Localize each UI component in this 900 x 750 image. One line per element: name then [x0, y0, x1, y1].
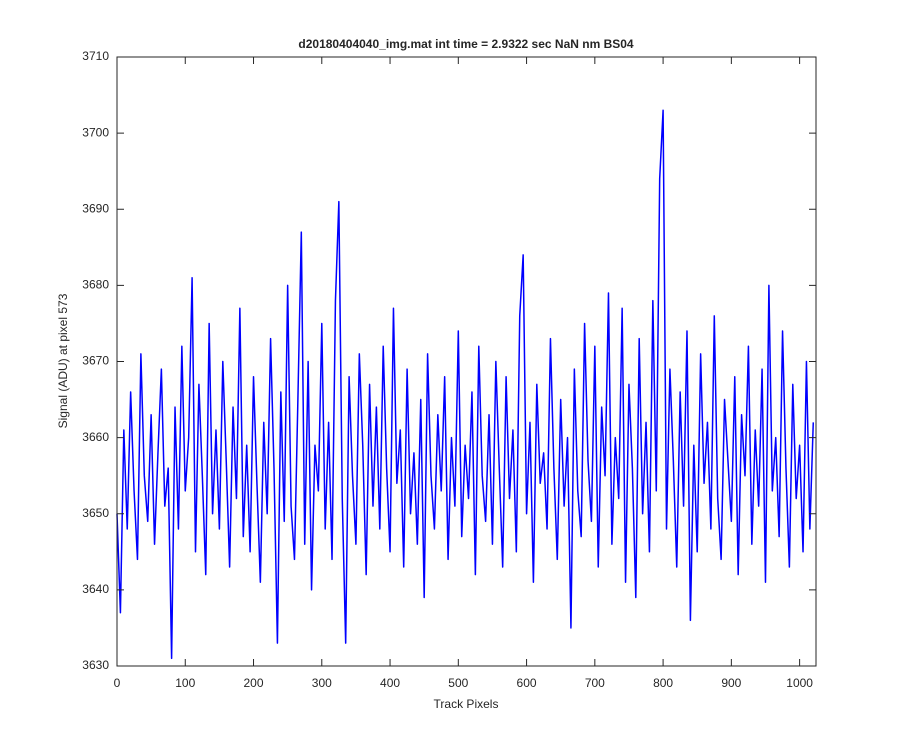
x-tick-label: 600 [517, 676, 537, 690]
x-tick-label: 400 [380, 676, 400, 690]
x-axis-label: Track Pixels [434, 697, 499, 711]
x-tick-label: 1000 [786, 676, 813, 690]
data-line [116, 109, 815, 660]
y-tick-label: 3680 [82, 278, 109, 292]
y-tick-label: 3630 [82, 658, 109, 672]
y-axis-label: Signal (ADU) at pixel 573 [56, 293, 70, 428]
chart-title: d20180404040_img.mat int time = 2.9322 s… [298, 37, 634, 51]
x-tick-label: 300 [312, 676, 332, 690]
x-tick-label: 900 [721, 676, 741, 690]
x-tick-label: 200 [244, 676, 264, 690]
y-tick-label: 3700 [82, 125, 109, 139]
y-tick-label: 3690 [82, 201, 109, 215]
y-tick-label: 3710 [82, 49, 109, 63]
x-tick-label: 500 [448, 676, 468, 690]
y-tick-label: 3650 [82, 506, 109, 520]
x-tick-label: 0 [114, 676, 121, 690]
y-tick-label: 3670 [82, 354, 109, 368]
x-tick-label: 700 [585, 676, 605, 690]
y-tick-label: 3640 [82, 582, 109, 596]
x-tick-label: 100 [175, 676, 195, 690]
y-tick-label: 3660 [82, 430, 109, 444]
x-tick-label: 800 [653, 676, 673, 690]
